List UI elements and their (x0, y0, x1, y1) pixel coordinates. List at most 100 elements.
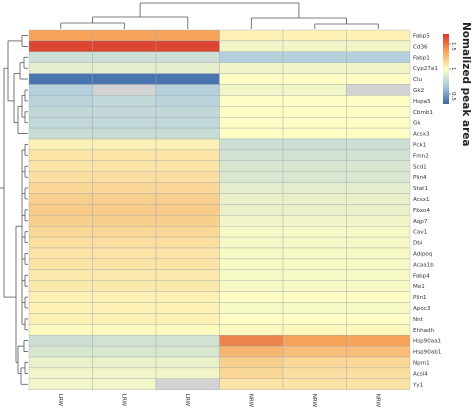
heatmap-cell (346, 247, 411, 260)
heatmap-cell (155, 345, 220, 358)
heatmap-cell (219, 378, 284, 390)
heatmap-cell (282, 171, 347, 183)
heatmap-cell (282, 95, 347, 107)
heatmap-cell (28, 367, 93, 379)
heatmap-cell (92, 302, 157, 314)
heatmap-cell (155, 378, 220, 390)
heatmap-cell (155, 127, 220, 140)
heatmap-cell (219, 313, 284, 325)
row-label: Fabp5 (413, 33, 430, 39)
heatmap-cell (28, 95, 93, 107)
heatmap-cell (155, 40, 220, 52)
row-label: Acsl4 (413, 371, 428, 377)
row-label: Fabp4 (413, 273, 430, 279)
column-label: NRW 1 (247, 394, 253, 408)
heatmap-cell (92, 138, 157, 151)
heatmap-cell (28, 73, 93, 85)
heatmap-cell (282, 127, 347, 140)
heatmap-cell (92, 291, 157, 303)
heatmap-cell (92, 226, 157, 238)
color-legend: 0.5 1 1.5 Nomalized peak area (443, 22, 472, 146)
column-label: NRW 3 (374, 394, 380, 408)
row-label: Dbi (413, 241, 423, 247)
heatmap-cell (346, 258, 411, 270)
heatmap-cell (219, 204, 284, 216)
row-label: Nnt (413, 317, 424, 323)
heatmap-cell (282, 51, 347, 63)
heatmap-cell (92, 62, 157, 74)
heatmap-cell (282, 356, 347, 369)
heatmap-cell (92, 149, 157, 161)
heatmap-cell (92, 215, 157, 227)
heatmap-cell (92, 171, 157, 183)
heatmap-cell (282, 313, 347, 325)
heatmap-cell (155, 106, 220, 118)
heatmap-cell (92, 247, 157, 260)
heatmap-cell (155, 193, 220, 205)
colorbar-tick-label: 0.5 (450, 92, 456, 101)
heatmap-cell (346, 193, 411, 205)
heatmap-cell (92, 324, 157, 336)
row-label: Fmn2 (413, 153, 429, 159)
column-label: LRW 3 (120, 394, 126, 408)
heatmap-cell (282, 138, 347, 151)
heatmap-cell (155, 247, 220, 260)
heatmap-cell (28, 269, 93, 281)
heatmap-cell (92, 193, 157, 205)
heatmap-cell (346, 280, 411, 292)
heatmap-cell (28, 247, 93, 260)
heatmap-cell (92, 335, 157, 347)
heatmap-cell (346, 356, 411, 369)
heatmap-cell (219, 280, 284, 292)
heatmap-cell (282, 106, 347, 118)
heatmap-cell (219, 324, 284, 336)
heatmap-cell (92, 236, 157, 249)
colorbar-tick-label: 1 (450, 67, 456, 71)
heatmap-cell (155, 171, 220, 183)
heatmap-cell (346, 127, 411, 140)
heatmap-cell (28, 335, 93, 347)
heatmap-cell (346, 226, 411, 238)
heatmap-cell (28, 226, 93, 238)
heatmap-cell (28, 313, 93, 325)
heatmap-cell (346, 117, 411, 129)
heatmap-cell (282, 160, 347, 172)
heatmap-cell (28, 291, 93, 303)
heatmap-cell (219, 84, 284, 96)
heatmap-cell (282, 345, 347, 358)
heatmap-cell (282, 215, 347, 227)
heatmap-cell (282, 40, 347, 52)
heatmap-cell (28, 302, 93, 314)
heatmap-cell (155, 236, 220, 249)
heatmap-cell (92, 345, 157, 358)
heatmap-cell (28, 117, 93, 129)
heatmap-cell (155, 149, 220, 161)
heatmap-cell (282, 149, 347, 161)
heatmap-cell (28, 51, 93, 63)
heatmap-cell (28, 29, 93, 42)
heatmap-cell (155, 226, 220, 238)
row-label: Acaa1b (413, 262, 434, 268)
heatmap-cell (219, 149, 284, 161)
heatmap-cell (219, 182, 284, 194)
heatmap-cell (346, 160, 411, 172)
row-labels: Fabp5 Cd36 Fabp1 Cyp27a1 Clu Gk2 Hspa5 Cbmb1 Gk A… (412, 33, 442, 388)
heatmap-cell (219, 258, 284, 270)
heatmap-cell (219, 356, 284, 369)
heatmap-cell (346, 138, 411, 151)
heatmap-cell (282, 84, 347, 96)
heatmap-cell (155, 84, 220, 96)
heatmap-cell (92, 269, 157, 281)
heatmap-cell (219, 302, 284, 314)
heatmap-cell (282, 280, 347, 292)
row-label: Hsp90ab1 (413, 350, 442, 356)
heatmap-cell (282, 269, 347, 281)
heatmap-cell (155, 117, 220, 129)
heatmap-cell (28, 324, 93, 336)
row-label: Gk2 (413, 88, 424, 94)
heatmap-cell (28, 280, 93, 292)
heatmap-cell (346, 171, 411, 183)
heatmap-cell (92, 51, 157, 63)
row-label: Cd36 (413, 44, 428, 50)
